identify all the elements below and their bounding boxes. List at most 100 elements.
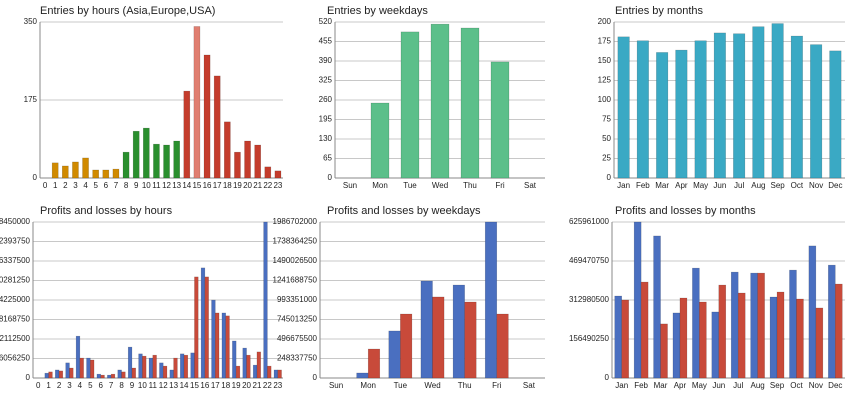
bar	[750, 272, 758, 379]
bar	[173, 140, 180, 179]
bar	[752, 26, 765, 179]
bar	[660, 323, 668, 379]
y-tick-label: 25	[602, 154, 611, 163]
x-tick-label: Sun	[329, 381, 343, 390]
y-tick-label: 469470750	[569, 256, 610, 265]
bar	[810, 44, 823, 179]
x-tick-label: Sat	[524, 181, 537, 190]
y-tick-label: 312980500	[569, 295, 610, 304]
bar	[244, 140, 251, 179]
bar	[692, 267, 700, 379]
x-tick-label: Mon	[360, 381, 376, 390]
x-tick-label: 3	[67, 381, 72, 390]
bar	[213, 75, 221, 179]
y-tick-label: 745013250	[277, 315, 318, 324]
y-tick-label: 248337750	[277, 354, 318, 363]
y-tick-label: 350	[24, 17, 38, 26]
x-tick-label: Fri	[495, 181, 505, 190]
x-tick-label: 9	[130, 381, 135, 390]
chart-title: Entries by months	[615, 5, 704, 17]
x-tick-label: 20	[243, 181, 252, 190]
y-tick-label: 520	[319, 17, 333, 26]
bar	[718, 284, 727, 379]
chart-title: Profits and losses by weekdays	[327, 205, 481, 217]
bar	[51, 162, 59, 179]
x-tick-label: Oct	[791, 181, 804, 190]
y-tick-label: 150	[598, 56, 612, 65]
bar	[143, 127, 150, 179]
x-tick-label: Thu	[458, 381, 472, 390]
y-tick-label: 42393750	[0, 237, 31, 246]
x-tick-label: Tue	[394, 381, 408, 390]
x-tick-label: May	[692, 381, 707, 390]
x-tick-label: 21	[253, 381, 262, 390]
x-tick-label: 17	[211, 381, 220, 390]
bar	[203, 54, 211, 179]
bar	[356, 372, 369, 379]
x-tick-label: 14	[180, 381, 189, 390]
bar	[72, 161, 79, 179]
bar	[460, 27, 480, 179]
x-tick-label: Aug	[751, 181, 765, 190]
x-tick-label: Apr	[675, 181, 688, 190]
bar	[235, 365, 241, 379]
x-tick-label: 16	[203, 181, 212, 190]
x-tick-label: 12	[159, 381, 168, 390]
bar	[55, 369, 60, 379]
bar	[694, 40, 707, 179]
x-tick-label: Dec	[828, 181, 842, 190]
bar	[122, 151, 130, 179]
bar	[420, 280, 433, 379]
bar	[400, 313, 413, 379]
bar	[75, 335, 81, 379]
x-tick-label: 4	[83, 181, 88, 190]
x-tick-label: Jul	[734, 181, 744, 190]
y-tick-label: 260	[319, 95, 333, 104]
y-tick-label: 455	[319, 37, 333, 46]
bar	[796, 298, 804, 379]
bar	[713, 32, 726, 179]
bar	[675, 49, 688, 179]
y-tick-label: 156490250	[569, 334, 610, 343]
bar	[117, 369, 122, 379]
x-tick-label: 2	[57, 381, 62, 390]
x-tick-label: 12	[162, 181, 171, 190]
chart-title: Entries by hours (Asia,Europe,USA)	[40, 5, 215, 17]
bar	[789, 269, 797, 379]
x-tick-label: Sun	[343, 181, 357, 190]
x-tick-label: 0	[36, 381, 41, 390]
x-tick-label: Jan	[615, 381, 628, 390]
bar	[277, 369, 282, 379]
bar	[193, 26, 201, 179]
y-tick-label: 48450000	[0, 217, 31, 226]
y-tick-label: 1241688750	[273, 276, 318, 285]
bar	[162, 365, 168, 379]
x-tick-label: 5	[88, 381, 93, 390]
x-tick-label: 7	[109, 381, 114, 390]
bar	[484, 221, 498, 379]
bar	[733, 33, 746, 179]
x-tick-label: 20	[242, 381, 251, 390]
bar	[808, 245, 817, 379]
x-tick-label: Mon	[372, 181, 388, 190]
y-tick-label: 50	[602, 134, 611, 143]
bar	[242, 347, 247, 379]
bar	[614, 295, 622, 379]
x-tick-label: 5	[93, 181, 98, 190]
bar	[200, 267, 206, 379]
bar	[65, 362, 70, 379]
x-tick-label: Thu	[463, 181, 477, 190]
x-tick-label: Aug	[751, 381, 765, 390]
bar	[215, 312, 220, 379]
y-tick-label: 175	[598, 37, 612, 46]
x-tick-label: 7	[114, 181, 119, 190]
bar	[62, 165, 69, 179]
x-tick-label: Sep	[770, 381, 785, 390]
x-tick-label: 18	[223, 181, 232, 190]
bar	[142, 355, 147, 379]
bar	[274, 170, 282, 179]
bar	[656, 52, 669, 179]
bar	[699, 301, 707, 379]
bar	[633, 221, 642, 379]
x-tick-label: Oct	[790, 381, 803, 390]
